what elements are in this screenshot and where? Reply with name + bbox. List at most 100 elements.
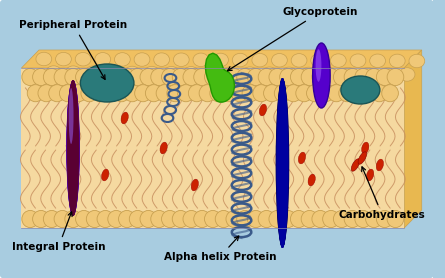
Text: Glycoprotein: Glycoprotein [227, 7, 358, 71]
Ellipse shape [323, 210, 339, 228]
Ellipse shape [46, 66, 61, 79]
Ellipse shape [274, 85, 291, 102]
Ellipse shape [129, 210, 146, 228]
Ellipse shape [360, 85, 377, 102]
Ellipse shape [344, 210, 361, 228]
Ellipse shape [307, 85, 323, 102]
Ellipse shape [242, 67, 258, 80]
Ellipse shape [262, 67, 278, 80]
Ellipse shape [355, 68, 372, 86]
Ellipse shape [146, 85, 162, 102]
Ellipse shape [380, 68, 395, 81]
FancyBboxPatch shape [0, 0, 435, 278]
Ellipse shape [65, 210, 81, 228]
Text: Carbohydrates: Carbohydrates [339, 167, 426, 220]
Ellipse shape [340, 67, 356, 81]
Ellipse shape [67, 80, 79, 216]
Ellipse shape [237, 210, 253, 228]
Ellipse shape [108, 68, 125, 86]
Text: Peripheral Protein: Peripheral Protein [20, 20, 128, 80]
Ellipse shape [333, 68, 350, 86]
Ellipse shape [276, 78, 289, 248]
Ellipse shape [118, 68, 135, 86]
Ellipse shape [280, 68, 296, 86]
Ellipse shape [269, 68, 286, 86]
Ellipse shape [174, 53, 189, 66]
Ellipse shape [54, 210, 71, 228]
Ellipse shape [237, 68, 253, 86]
Ellipse shape [226, 68, 243, 86]
Ellipse shape [193, 53, 209, 67]
Ellipse shape [247, 210, 264, 228]
Ellipse shape [389, 54, 405, 68]
Ellipse shape [66, 80, 80, 216]
Ellipse shape [129, 68, 146, 86]
Ellipse shape [259, 104, 267, 116]
Ellipse shape [66, 80, 80, 216]
Ellipse shape [114, 53, 130, 66]
Polygon shape [21, 50, 422, 68]
Ellipse shape [97, 68, 114, 86]
Ellipse shape [215, 210, 232, 228]
Ellipse shape [355, 210, 372, 228]
Ellipse shape [49, 85, 65, 102]
Ellipse shape [387, 68, 404, 86]
Ellipse shape [75, 53, 91, 66]
Ellipse shape [86, 210, 103, 228]
Ellipse shape [101, 169, 109, 181]
Ellipse shape [65, 68, 81, 86]
Ellipse shape [22, 210, 39, 228]
Ellipse shape [221, 85, 237, 102]
Ellipse shape [144, 66, 160, 80]
Ellipse shape [285, 85, 302, 102]
Ellipse shape [280, 210, 296, 228]
Ellipse shape [296, 85, 312, 102]
Ellipse shape [276, 78, 288, 248]
Ellipse shape [382, 85, 398, 102]
Ellipse shape [183, 68, 200, 86]
Ellipse shape [156, 85, 173, 102]
Ellipse shape [162, 210, 178, 228]
Ellipse shape [269, 210, 286, 228]
Ellipse shape [76, 210, 92, 228]
Ellipse shape [105, 66, 121, 80]
Ellipse shape [277, 78, 288, 248]
Ellipse shape [366, 210, 382, 228]
Text: Integral Protein: Integral Protein [12, 212, 105, 252]
Ellipse shape [376, 159, 384, 171]
Ellipse shape [371, 85, 388, 102]
Ellipse shape [151, 68, 167, 86]
Polygon shape [21, 68, 404, 228]
Ellipse shape [316, 49, 321, 82]
Ellipse shape [258, 210, 275, 228]
Ellipse shape [312, 68, 328, 86]
Ellipse shape [178, 85, 194, 102]
Ellipse shape [67, 80, 79, 216]
Ellipse shape [242, 85, 259, 102]
Ellipse shape [135, 85, 151, 102]
Ellipse shape [252, 53, 268, 67]
Ellipse shape [298, 152, 306, 164]
Ellipse shape [205, 68, 221, 86]
Ellipse shape [86, 68, 103, 86]
Ellipse shape [67, 80, 79, 216]
Ellipse shape [253, 85, 270, 102]
Ellipse shape [188, 85, 205, 102]
Ellipse shape [66, 80, 80, 216]
Ellipse shape [121, 112, 128, 124]
Ellipse shape [333, 210, 350, 228]
Ellipse shape [328, 85, 345, 102]
Ellipse shape [376, 210, 393, 228]
Ellipse shape [277, 78, 288, 248]
Ellipse shape [291, 54, 307, 67]
Ellipse shape [321, 67, 336, 81]
Ellipse shape [308, 174, 316, 186]
Ellipse shape [160, 142, 167, 154]
Ellipse shape [231, 85, 248, 102]
Ellipse shape [76, 68, 92, 86]
Ellipse shape [164, 66, 179, 80]
Ellipse shape [69, 88, 73, 144]
Ellipse shape [341, 76, 380, 104]
Ellipse shape [27, 85, 44, 102]
Ellipse shape [56, 52, 71, 66]
